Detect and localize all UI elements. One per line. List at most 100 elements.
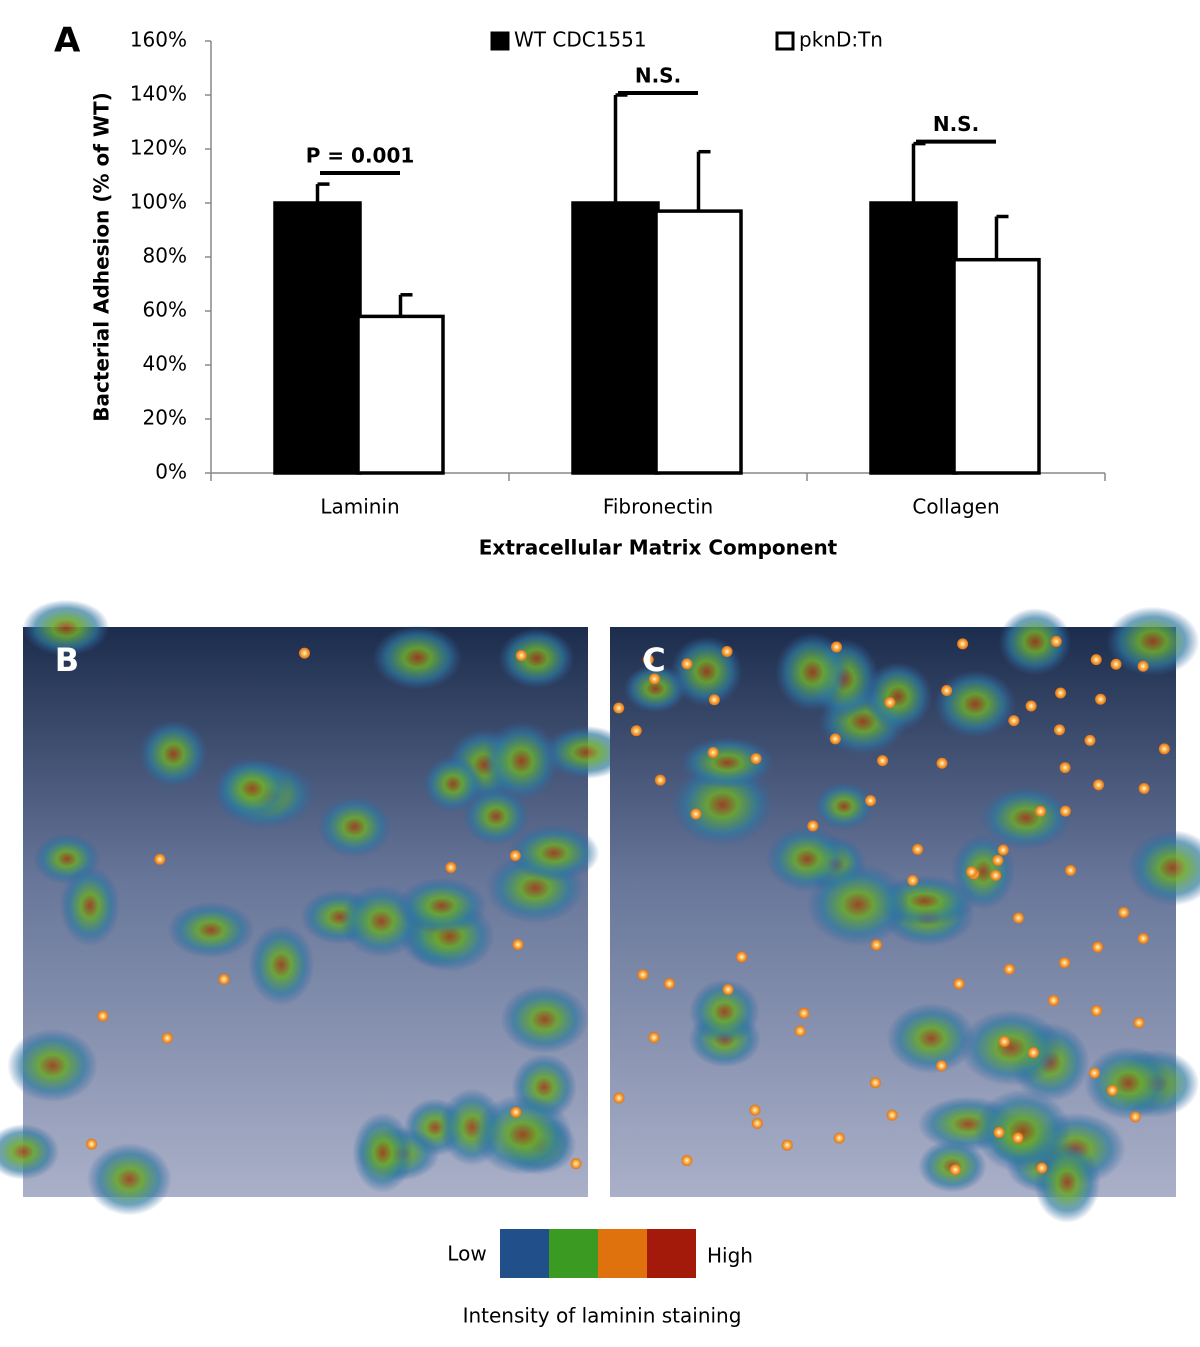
bacterium (990, 869, 1002, 881)
bacterium (833, 1132, 845, 1144)
bacterium (1036, 1162, 1048, 1174)
cell (483, 720, 560, 802)
bacterium (907, 874, 919, 886)
bacterium (1093, 779, 1105, 791)
cell (886, 1003, 976, 1074)
bacterium (1055, 687, 1067, 699)
bacterium (749, 1104, 761, 1116)
bacterium (794, 1025, 806, 1037)
bacterium (663, 978, 675, 990)
cell (813, 782, 875, 831)
bacterium (736, 951, 748, 963)
bacterium (1059, 805, 1071, 817)
cell (248, 924, 315, 1006)
bacterium (1012, 912, 1024, 924)
bacterium (1133, 1017, 1145, 1029)
bacterium (865, 795, 877, 807)
cell (670, 635, 743, 708)
error-bar (696, 149, 711, 212)
bacterium (648, 1032, 660, 1044)
cell (167, 901, 255, 959)
bacterium (1129, 1111, 1141, 1123)
bacterium (642, 654, 654, 666)
bacterium (1065, 864, 1077, 876)
colorbar-swatch (598, 1229, 647, 1278)
bacterium (86, 1138, 98, 1150)
cell (1127, 829, 1200, 906)
bacterium (681, 658, 693, 670)
colorbar-low: Low (447, 1242, 486, 1266)
bar (952, 257, 1041, 475)
bacterium (1053, 724, 1065, 736)
y-tick-label: 60% (143, 298, 187, 322)
legend-swatch (490, 31, 510, 51)
bacterium (1012, 1132, 1024, 1144)
bacterium (1003, 963, 1015, 975)
bacterium (750, 753, 762, 765)
bar (571, 201, 660, 475)
y-tick-label: 120% (130, 136, 187, 160)
bacterium (993, 1126, 1005, 1138)
cell (934, 670, 1017, 739)
cell (774, 632, 851, 713)
bacterium (936, 757, 948, 769)
bacterium (515, 650, 527, 662)
error-bar (315, 182, 330, 203)
error-bar (994, 214, 1009, 260)
bacterium (1027, 1047, 1039, 1059)
bar (273, 201, 362, 475)
bacterium (708, 694, 720, 706)
bacterium (870, 939, 882, 951)
colorbar-swatch (549, 1229, 598, 1278)
y-tick-label: 140% (130, 82, 187, 106)
bacterium (1137, 933, 1149, 945)
cell (317, 795, 392, 858)
bacterium (751, 1117, 763, 1129)
bacterium (510, 1106, 522, 1118)
cell (372, 625, 463, 691)
colorbar-swatch (500, 1229, 549, 1278)
bacterium (941, 685, 953, 697)
bacterium (637, 969, 649, 981)
bacterium (829, 733, 841, 745)
bacterium (807, 820, 819, 832)
cell (0, 1124, 60, 1180)
bacterium (1158, 743, 1170, 755)
cell (214, 757, 291, 821)
panel-label: A (54, 21, 81, 61)
bacterium (1048, 994, 1060, 1006)
bacterium (1088, 1067, 1100, 1079)
bacterium (445, 861, 457, 873)
cell (7, 1028, 98, 1103)
bacterium (1084, 734, 1096, 746)
bacterium (1110, 658, 1122, 670)
bacterium (936, 1060, 948, 1072)
y-axis-title: Bacterial Adhesion (% of WT) (90, 92, 114, 421)
cell (1084, 1046, 1173, 1120)
cell (959, 1009, 1062, 1086)
bacterium (509, 850, 521, 862)
colorbar-high: High (707, 1244, 753, 1268)
bacterium (957, 638, 969, 650)
bacterium (613, 1092, 625, 1104)
bacterium (97, 1010, 109, 1022)
bacterium (997, 844, 1009, 856)
bacterium (798, 1007, 810, 1019)
bacterium (613, 702, 625, 714)
cell (508, 824, 600, 882)
bar (654, 209, 743, 475)
bacterium (1025, 700, 1037, 712)
y-tick-label: 0% (155, 460, 187, 484)
bacterium (1095, 693, 1107, 705)
bacterium (1092, 941, 1104, 953)
bar (356, 314, 445, 475)
cell (422, 755, 484, 813)
bacterium (681, 1155, 693, 1167)
colorbar-swatch (647, 1229, 696, 1278)
cell (473, 1094, 573, 1175)
bacterium (1138, 782, 1150, 794)
bacterium (722, 984, 734, 996)
bacterium (630, 725, 642, 737)
bacterium (949, 1164, 961, 1176)
